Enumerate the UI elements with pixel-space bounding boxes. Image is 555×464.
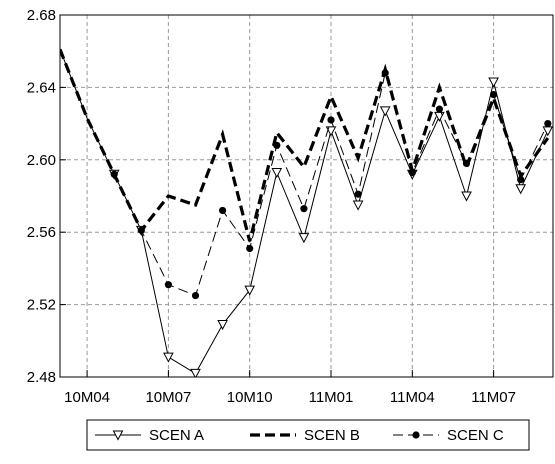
series-line (60, 49, 549, 297)
series-layer (60, 48, 553, 377)
x-tick-label: 10M10 (227, 389, 273, 406)
data-point-marker (190, 368, 201, 377)
legend-box (86, 419, 530, 451)
y-axis: 2.48 2.52 2.56 2.60 2.64 2.68 (27, 7, 66, 386)
x-tick-label: 11M07 (471, 389, 516, 406)
data-point-marker (327, 116, 335, 124)
data-point-marker (435, 105, 443, 113)
x-tick-label: 10M07 (145, 389, 191, 406)
grid-lines (60, 15, 553, 377)
data-point-marker (163, 352, 174, 363)
y-tick-label: 2.60 (27, 152, 56, 169)
data-point-marker (110, 170, 118, 178)
data-point-marker (246, 244, 254, 253)
data-point-marker (217, 320, 228, 331)
data-point-marker (462, 159, 471, 168)
data-point-marker (354, 190, 362, 198)
data-point-marker (517, 176, 525, 184)
data-point-marker (490, 91, 498, 99)
data-point-marker (461, 191, 472, 202)
data-point-marker (191, 291, 200, 300)
legend-label: SCEN C (447, 427, 504, 444)
data-point-marker (379, 106, 391, 117)
data-point-marker (544, 120, 552, 128)
data-point-marker (271, 167, 283, 179)
data-point-marker (164, 281, 172, 289)
x-tick-label: 10M04 (64, 389, 110, 406)
y-tick-label: 2.64 (27, 79, 56, 96)
data-point-marker (244, 285, 256, 296)
legend-item: SCEN C (393, 427, 504, 444)
plot-area-frame (59, 14, 554, 378)
x-axis: 10M04 10M07 10M10 11M01 11M04 11M07 (64, 370, 516, 406)
x-tick-label: 11M01 (309, 389, 354, 406)
y-tick-label: 2.68 (27, 7, 56, 24)
data-point-marker (515, 184, 527, 195)
data-point-marker (488, 77, 499, 88)
x-tick-label: 11M04 (390, 389, 435, 406)
data-point-marker (298, 233, 310, 244)
legend-item: SCEN A (95, 427, 204, 444)
data-point-marker (352, 200, 364, 211)
y-tick-label: 2.52 (27, 297, 56, 314)
series-scen-c (60, 49, 552, 300)
legend-marker (112, 430, 124, 441)
legend-marker (412, 431, 420, 439)
data-point-marker (273, 141, 281, 149)
data-point-marker (137, 226, 145, 234)
legend-item: SCEN B (250, 427, 360, 444)
y-tick-label: 2.48 (27, 369, 56, 386)
y-tick-label: 2.56 (27, 224, 56, 241)
legend-label: SCEN B (304, 427, 360, 444)
data-point-marker (219, 206, 227, 215)
data-point-marker (408, 168, 416, 177)
legend-label: SCEN A (149, 427, 204, 444)
data-point-marker (381, 69, 389, 77)
data-point-marker (542, 126, 553, 137)
legend: SCEN A SCEN B SCEN C (86, 419, 530, 451)
data-point-marker (300, 205, 308, 213)
